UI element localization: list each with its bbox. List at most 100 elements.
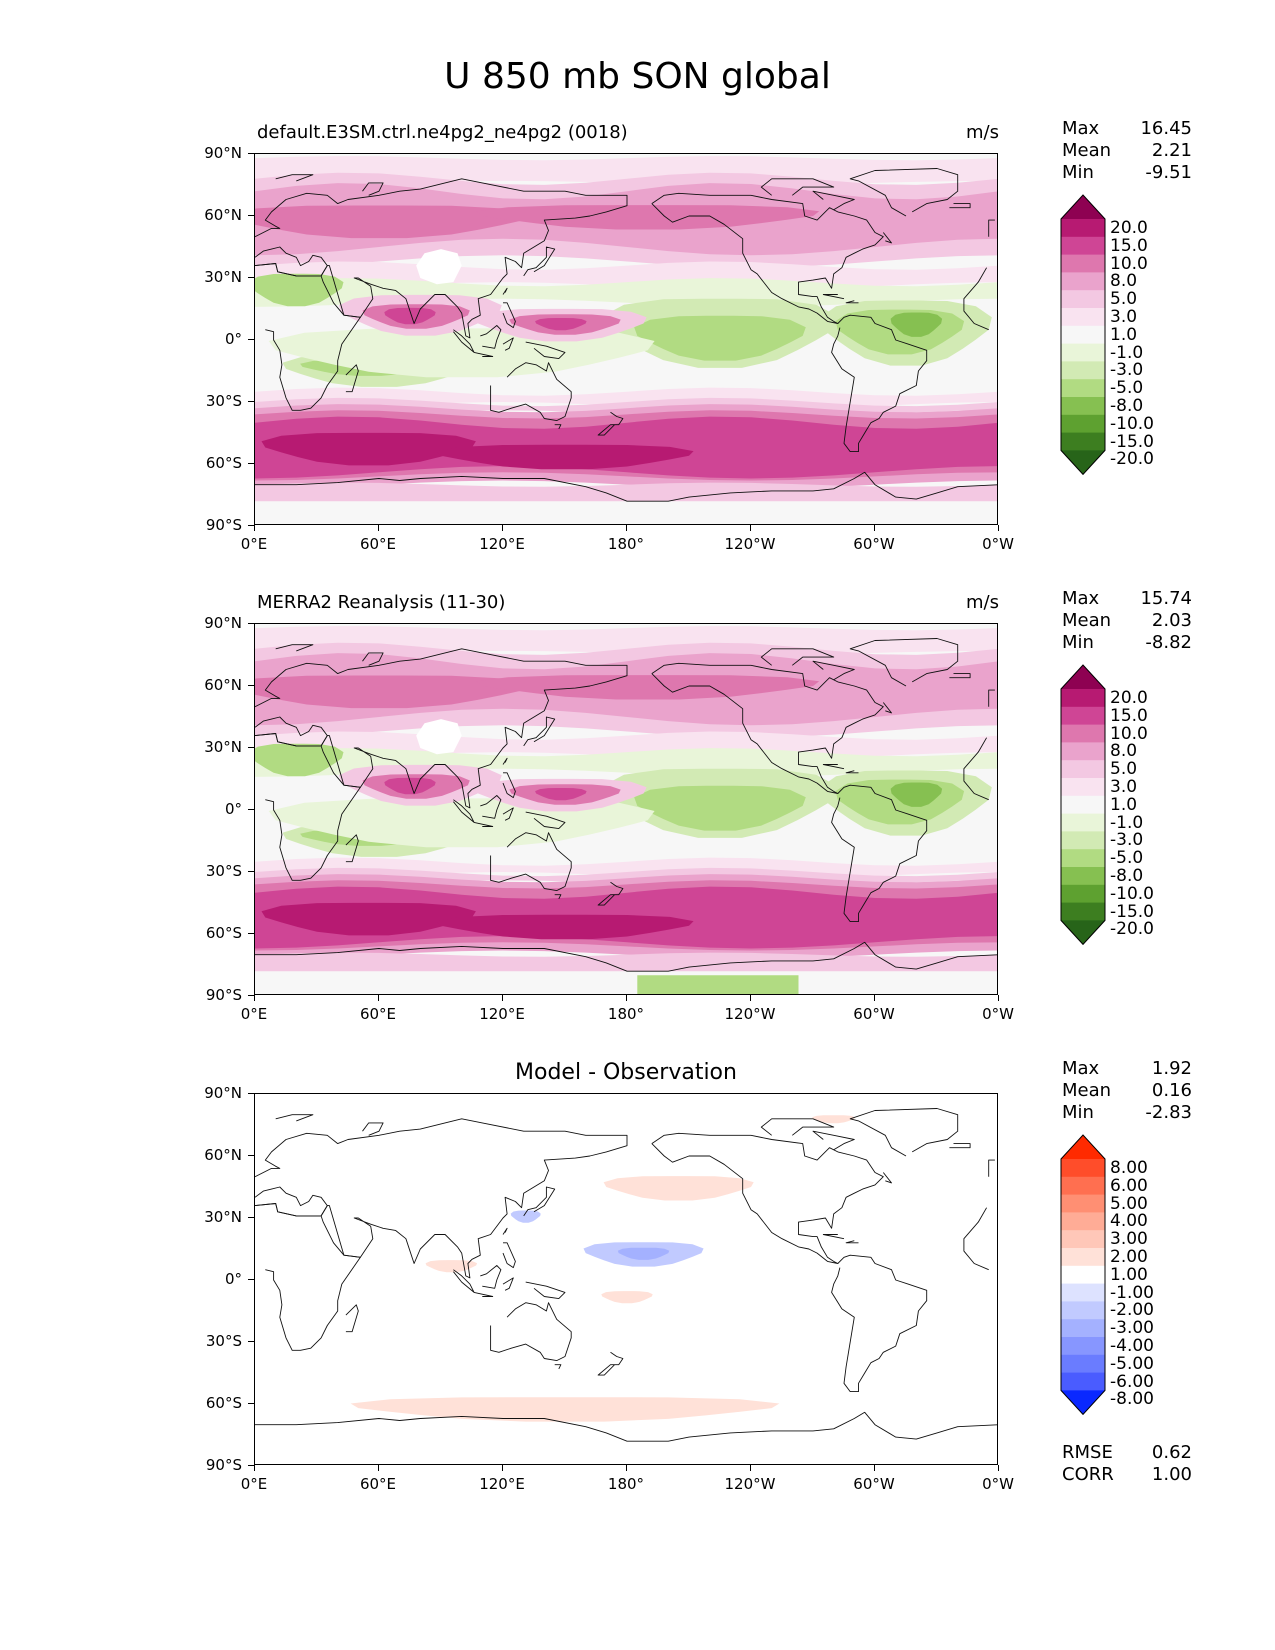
coastline	[255, 733, 361, 881]
coastline	[525, 341, 566, 360]
coastline	[963, 737, 989, 801]
longitude-tick	[502, 1465, 503, 1471]
coastline	[597, 881, 624, 906]
stat-label: Mean	[1062, 1080, 1112, 1101]
longitude-tick	[626, 995, 627, 1001]
contour-fill	[416, 249, 462, 285]
stat-value: 0.16	[1151, 1080, 1192, 1101]
colorbar-tick-label: -4.00	[1110, 1335, 1154, 1356]
coastline	[255, 1203, 361, 1351]
latitude-tick	[248, 1217, 254, 1218]
coastline	[474, 821, 494, 827]
coastline	[988, 689, 995, 707]
coastline	[849, 1108, 959, 1157]
coastline	[502, 337, 514, 351]
coastline	[525, 1281, 566, 1300]
longitude-tick	[998, 1465, 999, 1471]
panel-2-map	[254, 623, 998, 995]
contour-fill	[350, 1397, 780, 1422]
coastline	[760, 1118, 835, 1136]
coastline	[255, 1411, 997, 1442]
contour-fill	[255, 971, 997, 994]
colorbar-tick-label: 3.0	[1110, 776, 1138, 797]
longitude-tick-label: 120°W	[724, 535, 776, 553]
coastline	[345, 364, 359, 393]
latitude-tick-label: 60°N	[204, 1146, 242, 1164]
longitude-tick	[874, 1465, 875, 1471]
colorbar-segment	[1061, 290, 1105, 309]
colorbar-tick-label: 8.0	[1110, 741, 1138, 762]
colorbar-tick-label: -3.0	[1110, 360, 1144, 381]
colorbar	[1060, 1134, 1106, 1419]
colorbar-segment	[1061, 219, 1105, 238]
coastline	[849, 638, 959, 687]
coastlines	[255, 638, 997, 972]
colorbar-tick-label: -3.0	[1110, 830, 1144, 851]
colorbar-segment	[1061, 760, 1105, 779]
latitude-tick-label: 30°S	[205, 862, 242, 880]
panel-3-error-stats: RMSE 0.62 CORR 1.00	[1062, 1442, 1192, 1486]
colorbar-segment	[1061, 902, 1105, 921]
latitude-tick-label: 30°N	[204, 1208, 242, 1226]
latitude-tick	[248, 747, 254, 748]
contour-fill	[812, 1115, 856, 1124]
colorbar-segment	[1061, 325, 1105, 345]
coastline	[949, 673, 971, 679]
colorbar-tick-label: -6.00	[1110, 1371, 1154, 1392]
coastline	[474, 1291, 494, 1297]
colorbar-tick-label: -1.0	[1110, 342, 1144, 363]
contour-fill	[384, 777, 436, 795]
contour-fill	[800, 215, 908, 240]
longitude-tick-label: 180°	[607, 1475, 645, 1493]
coastline	[255, 471, 997, 502]
colorbar-segment	[1061, 379, 1105, 398]
colorbar-segment	[1061, 272, 1105, 291]
colorbar-graphic	[1060, 1134, 1106, 1416]
contour-fill	[255, 205, 530, 239]
colorbar-tick-label: 20.0	[1110, 687, 1148, 708]
longitude-tick	[874, 525, 875, 531]
colorbar-segment	[1061, 849, 1105, 868]
coastline	[651, 662, 884, 794]
longitude-tick-label: 60°W	[853, 1475, 895, 1493]
coastline	[949, 203, 971, 209]
contour-fill	[601, 1291, 653, 1304]
colorbar-segment	[1061, 1283, 1105, 1302]
longitude-tick-label: 0°E	[240, 1475, 268, 1493]
latitude-tick	[248, 1341, 254, 1342]
colorbar-tick-label: 5.0	[1110, 759, 1138, 780]
longitude-tick	[750, 525, 751, 531]
contour-fill	[535, 788, 587, 801]
latitude-tick	[248, 401, 254, 402]
coastline	[362, 1122, 384, 1136]
longitude-tick-label: 60°E	[359, 535, 397, 553]
map-canvas	[255, 154, 997, 524]
colorbar-tick-label: 8.0	[1110, 271, 1138, 292]
panel-1-units: m/s	[966, 122, 999, 143]
colorbar-tick-label: -8.00	[1110, 1389, 1154, 1410]
stat-value: -2.83	[1145, 1102, 1192, 1123]
latitude-tick	[248, 933, 254, 934]
contour-fill	[255, 626, 997, 655]
longitude-tick-label: 120°W	[724, 1475, 776, 1493]
coastline	[345, 834, 359, 863]
stat-label: Max	[1062, 1058, 1100, 1079]
longitude-tick	[502, 995, 503, 1001]
colorbar-tick-label: -20.0	[1110, 449, 1154, 470]
coastline	[523, 716, 556, 747]
colorbar-segment	[1061, 1354, 1105, 1374]
colorbar-segment	[1061, 361, 1105, 380]
longitude-tick	[626, 1465, 627, 1471]
coastline	[988, 1159, 995, 1177]
longitude-tick	[378, 525, 379, 531]
coastline	[963, 1207, 989, 1271]
colorbar-segment	[1061, 813, 1105, 832]
coastline	[490, 1302, 572, 1362]
longitude-tick	[998, 995, 999, 1001]
latitude-tick	[248, 525, 254, 526]
coastline	[822, 764, 845, 770]
stat-value: 2.03	[1151, 610, 1192, 631]
stat-label: Min	[1062, 162, 1094, 183]
panel-2-stats: Max 15.74 Mean 2.03 Min -8.82	[1062, 588, 1192, 654]
coastline	[490, 832, 572, 892]
